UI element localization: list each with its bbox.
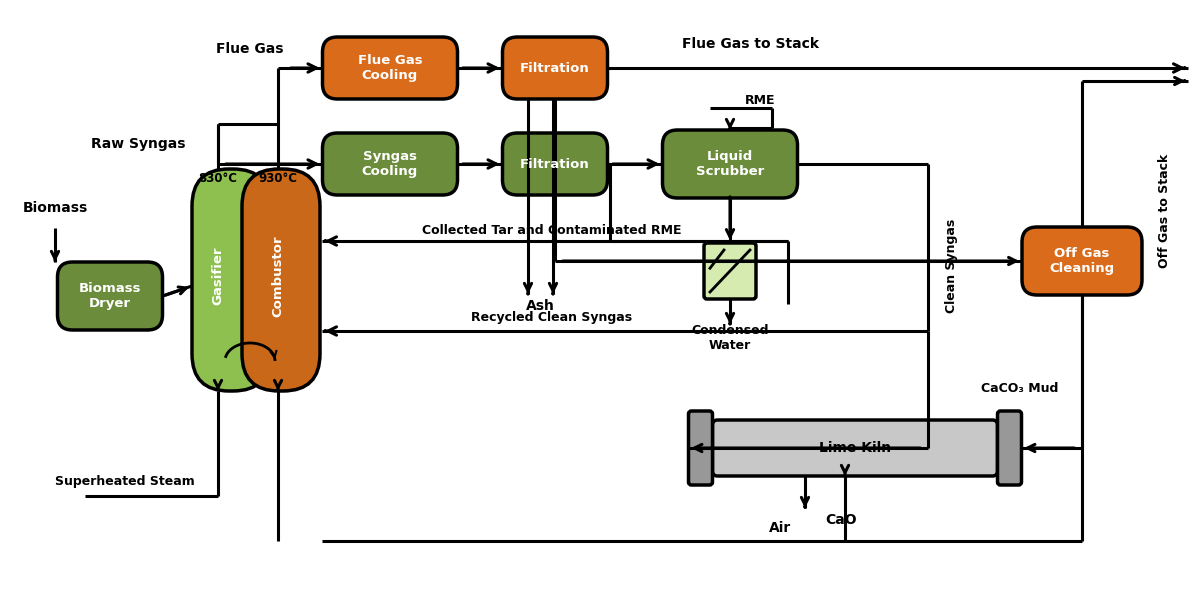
Text: Collected Tar and Contaminated RME: Collected Tar and Contaminated RME bbox=[422, 225, 682, 237]
FancyBboxPatch shape bbox=[192, 169, 270, 391]
Text: Biomass: Biomass bbox=[23, 201, 88, 215]
Text: Raw Syngas: Raw Syngas bbox=[91, 137, 185, 151]
Text: Flue Gas to Stack: Flue Gas to Stack bbox=[682, 37, 818, 51]
Text: Liquid
Scrubber: Liquid Scrubber bbox=[696, 150, 764, 178]
Text: Condensed
Water: Condensed Water bbox=[691, 324, 769, 352]
Text: Air: Air bbox=[769, 521, 791, 535]
FancyBboxPatch shape bbox=[997, 411, 1021, 485]
Text: CaO: CaO bbox=[826, 513, 857, 527]
Text: Clean Syngas: Clean Syngas bbox=[946, 219, 959, 313]
Text: Syngas
Cooling: Syngas Cooling bbox=[362, 150, 418, 178]
Text: Combustor: Combustor bbox=[271, 235, 284, 317]
Text: Lime Kiln: Lime Kiln bbox=[818, 441, 892, 455]
Text: 930°C: 930°C bbox=[258, 172, 298, 185]
Text: Filtration: Filtration bbox=[520, 61, 590, 74]
FancyBboxPatch shape bbox=[1022, 227, 1142, 295]
Text: RME: RME bbox=[745, 94, 775, 107]
FancyBboxPatch shape bbox=[323, 37, 457, 99]
Text: Flue Gas
Cooling: Flue Gas Cooling bbox=[358, 54, 422, 82]
FancyBboxPatch shape bbox=[503, 133, 607, 195]
Text: Gasifier: Gasifier bbox=[211, 247, 224, 305]
FancyBboxPatch shape bbox=[242, 169, 320, 391]
Text: Recycled Clean Syngas: Recycled Clean Syngas bbox=[472, 312, 632, 324]
FancyBboxPatch shape bbox=[323, 133, 457, 195]
Text: 830°C: 830°C bbox=[198, 172, 238, 185]
FancyBboxPatch shape bbox=[713, 420, 997, 476]
Text: CaCO₃ Mud: CaCO₃ Mud bbox=[982, 381, 1058, 395]
Text: Superheated Steam: Superheated Steam bbox=[55, 474, 194, 488]
FancyBboxPatch shape bbox=[704, 243, 756, 299]
Text: Flue Gas: Flue Gas bbox=[216, 42, 283, 56]
FancyBboxPatch shape bbox=[662, 130, 798, 198]
Text: Off Gas to Stack: Off Gas to Stack bbox=[1158, 154, 1171, 268]
Text: Biomass
Dryer: Biomass Dryer bbox=[79, 282, 142, 310]
FancyBboxPatch shape bbox=[503, 37, 607, 99]
Text: Off Gas
Cleaning: Off Gas Cleaning bbox=[1050, 247, 1115, 275]
FancyBboxPatch shape bbox=[689, 411, 713, 485]
Text: Ash: Ash bbox=[526, 299, 554, 313]
FancyBboxPatch shape bbox=[58, 262, 162, 330]
Text: Filtration: Filtration bbox=[520, 157, 590, 170]
